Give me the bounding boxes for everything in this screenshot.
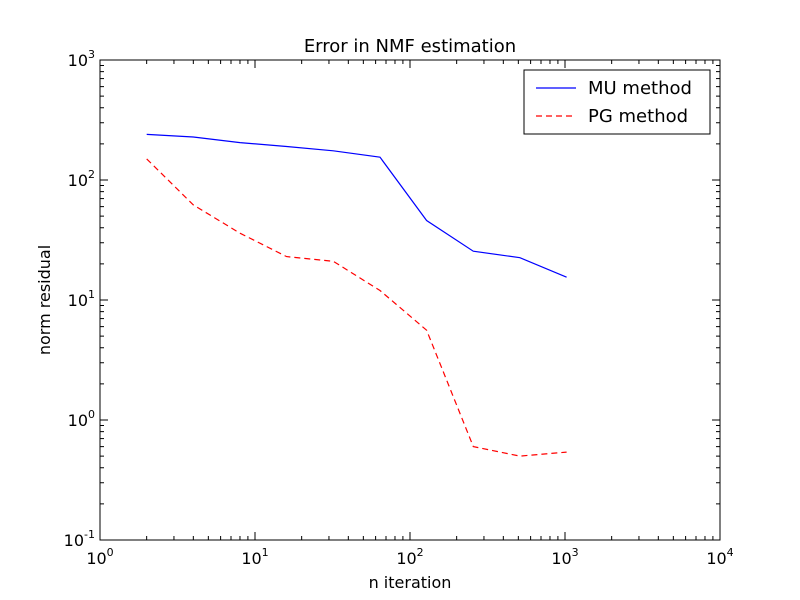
legend-label-0: MU method — [588, 78, 692, 99]
series-layer — [146, 133, 567, 457]
chart-title: Error in NMF estimation — [304, 36, 516, 57]
x-tick-label: 100 — [86, 546, 113, 568]
series-line-1 — [146, 158, 567, 457]
x-tick-label: 103 — [551, 546, 578, 568]
y-axis-label: norm residual — [35, 245, 54, 355]
x-tick-label: 104 — [706, 546, 733, 568]
y-tick-label: 102 — [68, 168, 95, 190]
y-tick-label: 100 — [68, 408, 95, 430]
legend-box — [523, 69, 711, 135]
y-tick-label: 10-1 — [64, 528, 95, 550]
series-line-0 — [146, 133, 567, 278]
legend: MU method PG method — [523, 69, 711, 135]
x-axis-label: n iteration — [369, 573, 452, 592]
x-tick-label: 102 — [396, 546, 423, 568]
plot-frame — [99, 59, 721, 541]
legend-label-1: PG method — [588, 106, 688, 127]
x-tick-label: 101 — [241, 546, 268, 568]
y-tick-label: 103 — [68, 48, 95, 70]
y-tick-label: 101 — [68, 288, 95, 310]
